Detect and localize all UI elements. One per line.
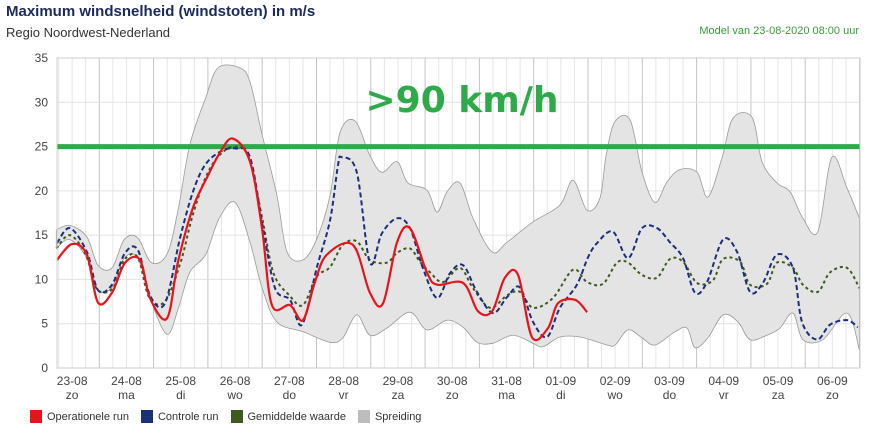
chart-title: Maximum windsnelheid (windstoten) in m/s [6,3,316,20]
x-tick-day: vr [339,388,349,402]
model-run-label: Model van 23-08-2020 08:00 uur [699,25,859,37]
axes: 0510152025303523-08zo24-08ma25-08di26-08… [35,51,861,402]
spread-area [55,64,860,351]
x-tick-day: zo [826,388,839,402]
x-tick-date: 29-08 [383,374,414,388]
y-tick-label: 15 [35,228,49,242]
x-tick-day: vr [719,388,729,402]
series-controle-run [56,147,859,341]
legend-swatch [230,410,243,423]
series-gemiddelde-waarde [55,145,861,309]
legend-swatch [357,410,370,423]
x-tick-date: 05-09 [763,374,794,388]
x-tick-date: 01-09 [545,374,576,388]
series-lines [55,137,861,342]
x-tick-day: ma [498,388,515,402]
x-tick-date: 02-09 [600,374,631,388]
threshold-label: >90 km/h [365,80,558,121]
legend-item-control[interactable]: Controle run [140,410,219,423]
legend-label: Controle run [157,410,219,423]
y-tick-label: 5 [41,317,48,331]
region-subtitle: Regio Noordwest-Nederland [6,25,171,40]
legend-label: Gemiddelde waarde [247,410,346,423]
x-tick-date: 23-08 [57,374,88,388]
x-tick-day: za [772,388,785,402]
legend-label: Operationele run [47,410,129,423]
plot-border [56,57,861,369]
x-tick-day: di [556,388,565,402]
x-tick-day: ma [118,388,135,402]
x-tick-date: 27-08 [274,374,305,388]
x-tick-day: zo [66,388,79,402]
legend-item-spread[interactable]: Spreiding [357,410,422,423]
y-tick-label: 20 [35,184,49,198]
x-tick-date: 03-09 [654,374,685,388]
x-tick-day: do [283,388,297,402]
x-tick-date: 31-08 [491,374,522,388]
x-tick-day: za [392,388,405,402]
x-tick-day: do [663,388,677,402]
x-tick-day: di [176,388,185,402]
legend-label: Spreiding [374,410,422,423]
y-tick-label: 30 [35,95,49,109]
x-tick-day: wo [226,388,243,402]
x-tick-date: 25-08 [165,374,196,388]
x-tick-day: wo [606,388,623,402]
y-tick-label: 10 [35,272,49,286]
y-tick-label: 25 [35,140,49,154]
x-tick-date: 28-08 [328,374,359,388]
y-tick-label: 35 [35,51,49,65]
x-tick-day: zo [446,388,459,402]
x-tick-date: 04-09 [708,374,739,388]
y-tick-label: 0 [41,361,48,375]
series-operationele-run [56,137,588,342]
x-tick-date: 24-08 [111,374,142,388]
spread-band [55,64,860,351]
x-tick-date: 26-08 [220,374,251,388]
legend-swatch [30,410,42,423]
x-tick-date: 30-08 [437,374,468,388]
legend-swatch [140,410,153,423]
x-tick-date: 06-09 [817,374,848,388]
legend: Operationele run Controle run Gemiddelde… [30,410,421,423]
legend-item-operational[interactable]: Operationele run [30,410,129,423]
legend-item-mean[interactable]: Gemiddelde waarde [230,410,346,423]
